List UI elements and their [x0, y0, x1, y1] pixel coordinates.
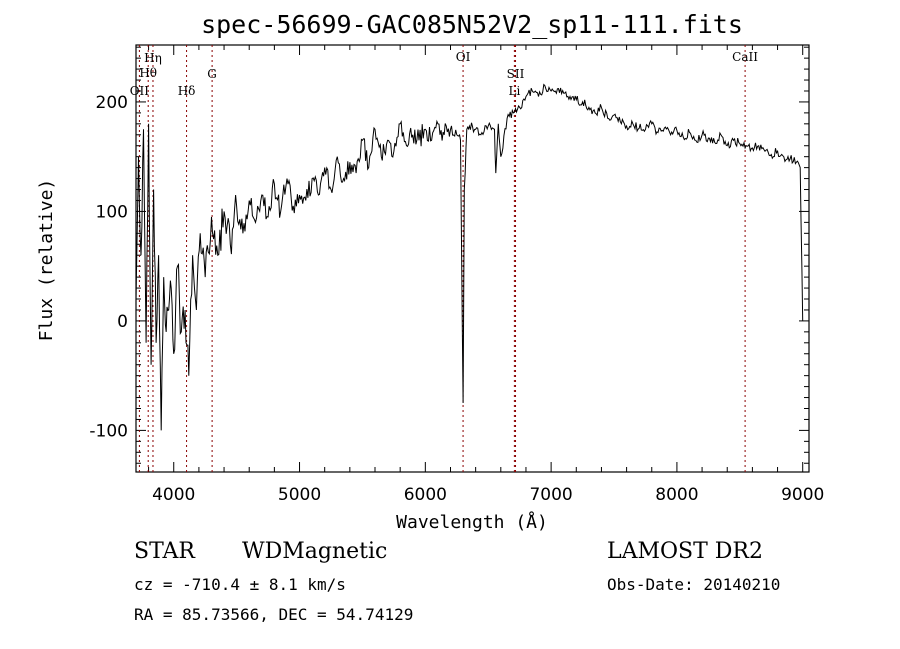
x-tick-label: 9000	[781, 485, 824, 505]
spectrum-line	[135, 83, 804, 431]
line-marker-label: OII	[130, 84, 150, 98]
x-tick-label: 6000	[404, 485, 447, 505]
chart-title: spec-56699-GAC085N52V2_sp11-111.fits	[201, 10, 743, 39]
x-tick-label: 5000	[278, 485, 321, 505]
coords-line: RA = 85.73566, DEC = 54.74129	[134, 605, 413, 624]
x-axis: 4000 5000 6000 7000 8000 9000	[148, 45, 824, 505]
line-marker-label: Li	[508, 84, 520, 98]
line-marker-label: Hθ	[139, 66, 157, 80]
y-tick-label: -100	[89, 421, 128, 441]
cz-line: cz = -710.4 ± 8.1 km/s	[134, 575, 346, 594]
spectrum-series	[135, 83, 804, 431]
y-tick-label: 200	[96, 93, 128, 113]
survey-label: LAMOST DR2	[607, 539, 763, 564]
class-label: STAR	[134, 539, 196, 564]
line-marker-label: CaII	[732, 50, 758, 64]
x-tick-label: 4000	[152, 485, 195, 505]
line-marker-label: SII	[507, 67, 525, 81]
line-marker-label: Hη	[144, 51, 162, 65]
line-marker-label: OI	[456, 50, 471, 64]
subclass-label: WDMagnetic	[242, 539, 387, 564]
y-axis-label: Flux (relative)	[36, 179, 57, 342]
y-axis: -100 0 100 200	[89, 46, 809, 464]
x-tick-label: 8000	[655, 485, 698, 505]
obsdate-line: Obs-Date: 20140210	[607, 575, 780, 594]
x-tick-label: 7000	[529, 485, 572, 505]
line-marker-label: G	[207, 67, 217, 81]
y-tick-label: 100	[96, 202, 128, 222]
line-marker-label: Hδ	[178, 84, 196, 98]
plot-frame	[135, 44, 810, 473]
y-tick-label: 0	[117, 312, 128, 332]
x-axis-label: Wavelength (Å)	[396, 511, 548, 533]
